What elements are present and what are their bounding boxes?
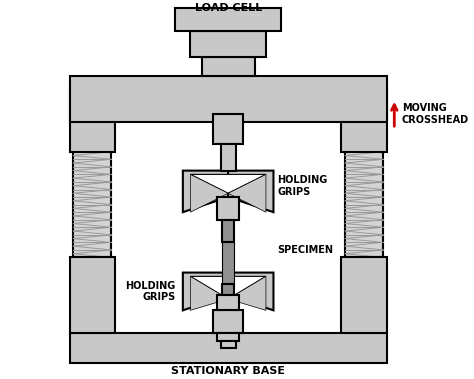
Polygon shape	[183, 273, 228, 310]
Text: HOLDING
GRIPS: HOLDING GRIPS	[125, 281, 175, 302]
Polygon shape	[191, 276, 228, 310]
Text: STATIONARY BASE: STATIONARY BASE	[171, 366, 285, 376]
Polygon shape	[222, 220, 234, 242]
Polygon shape	[217, 197, 239, 220]
Polygon shape	[222, 284, 234, 295]
Text: SPECIMEN: SPECIMEN	[277, 245, 333, 255]
Polygon shape	[220, 144, 236, 171]
Polygon shape	[70, 76, 387, 122]
Polygon shape	[183, 171, 228, 212]
Polygon shape	[345, 106, 383, 257]
Polygon shape	[191, 174, 228, 212]
Polygon shape	[228, 276, 266, 310]
Text: LOAD CELL: LOAD CELL	[194, 3, 262, 13]
Polygon shape	[70, 333, 387, 363]
Polygon shape	[191, 276, 266, 299]
Polygon shape	[191, 31, 266, 57]
Text: HOLDING
GRIPS: HOLDING GRIPS	[277, 175, 328, 197]
Polygon shape	[73, 106, 111, 257]
Polygon shape	[202, 57, 255, 76]
Polygon shape	[341, 84, 387, 152]
Polygon shape	[341, 257, 387, 333]
Polygon shape	[228, 174, 266, 212]
Polygon shape	[213, 310, 243, 333]
Polygon shape	[220, 341, 236, 348]
Polygon shape	[213, 114, 243, 144]
Polygon shape	[222, 242, 234, 284]
Polygon shape	[228, 273, 273, 310]
Polygon shape	[70, 257, 115, 333]
Text: MOVING
CROSSHEAD: MOVING CROSSHEAD	[402, 103, 469, 125]
Polygon shape	[70, 84, 115, 152]
Polygon shape	[175, 8, 281, 31]
Polygon shape	[217, 333, 239, 341]
Polygon shape	[217, 295, 239, 310]
Polygon shape	[191, 174, 266, 193]
Polygon shape	[228, 171, 273, 212]
